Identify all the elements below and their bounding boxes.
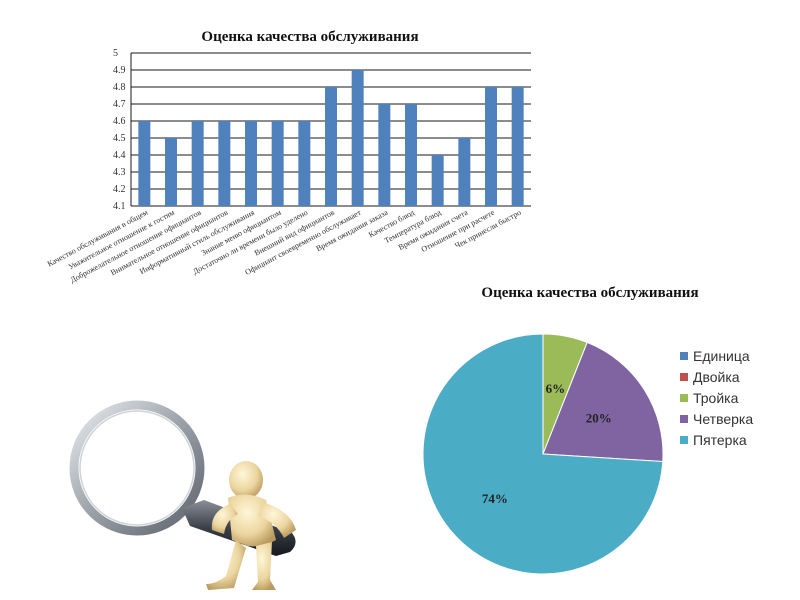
pie-chart-slices <box>422 333 664 575</box>
legend-item: Четверка <box>680 408 790 429</box>
legend-swatch <box>680 351 688 360</box>
bar <box>165 138 177 206</box>
bar <box>431 155 444 206</box>
y-tick-label: 4.3 <box>113 167 126 178</box>
y-tick-label: 4.5 <box>113 133 126 144</box>
bar <box>271 121 284 206</box>
bar <box>325 87 337 206</box>
bar-chart-bars <box>138 70 524 206</box>
bar <box>245 121 257 206</box>
bar <box>458 138 471 206</box>
legend-label: Четверка <box>693 410 754 427</box>
bar <box>405 104 417 206</box>
legend-label: Пятерка <box>693 431 747 448</box>
bar <box>298 121 311 206</box>
pie-chart-legend: Единица Двойка Тройка Четверка Пятерка <box>680 345 790 450</box>
bar-chart-y-axis: 4.1 4.2 4.3 4.4 4.5 4.6 4.7 4.8 4.9 5 <box>113 48 126 212</box>
y-tick-label: 4.6 <box>113 116 126 127</box>
legend-swatch <box>680 414 688 423</box>
pie-chart-title: Оценка качества обслуживания <box>481 285 698 301</box>
pie-slice <box>422 333 664 575</box>
legend-item: Двойка <box>680 366 790 387</box>
pie-data-label: 74% <box>482 491 508 506</box>
bar <box>351 70 364 206</box>
lens-rim <box>69 400 205 536</box>
bar-chart-title: Оценка качества обслуживания <box>201 29 418 45</box>
bar <box>191 121 204 206</box>
bar <box>138 121 151 206</box>
bar <box>485 87 497 206</box>
legend-label: Тройка <box>693 389 739 406</box>
y-tick-label: 4.4 <box>113 150 126 161</box>
bar <box>378 104 391 206</box>
y-tick-label: 4.9 <box>113 65 126 76</box>
legend-swatch <box>680 372 688 381</box>
y-tick-label: 4.1 <box>113 201 126 212</box>
pie-slice <box>542 341 664 463</box>
bar <box>511 87 524 206</box>
pie-data-label: 20% <box>586 411 612 426</box>
y-tick-label: 5 <box>113 48 118 59</box>
legend-item: Единица <box>680 345 790 366</box>
legend-label: Двойка <box>693 368 740 385</box>
pie-chart-data-labels: 6% 20% 74% <box>482 381 612 506</box>
legend-item: Пятерка <box>680 429 790 450</box>
y-tick-label: 4.2 <box>113 184 126 195</box>
legend-swatch <box>680 435 688 444</box>
figure-icon <box>206 461 296 590</box>
legend-item: Тройка <box>680 387 790 408</box>
y-tick-label: 4.8 <box>113 82 126 93</box>
legend-label: Единица <box>693 347 750 364</box>
y-tick-label: 4.7 <box>113 99 126 110</box>
pie-data-label: 6% <box>546 381 566 396</box>
bar <box>218 121 231 206</box>
legend-swatch <box>680 393 688 402</box>
